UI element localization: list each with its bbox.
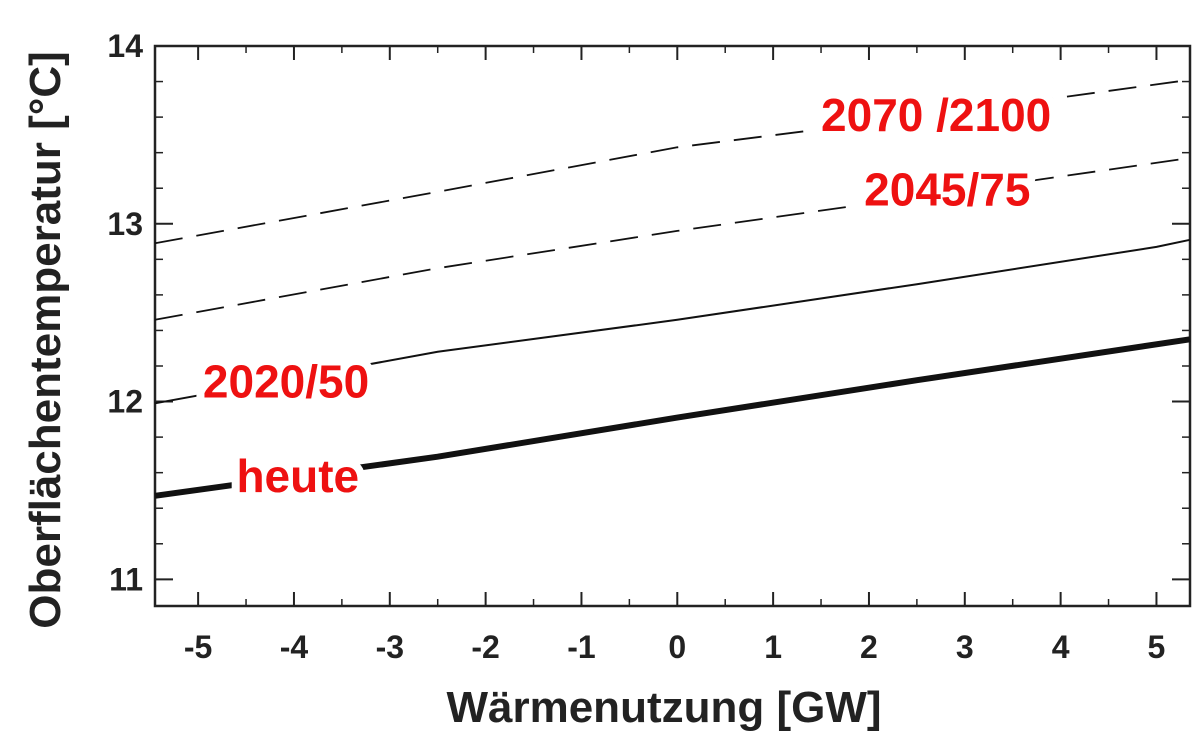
series-label: 2070 /2100	[821, 89, 1051, 141]
x-tick-label: -4	[280, 629, 309, 665]
y-tick-label: 11	[109, 561, 143, 597]
series-label: heute	[236, 450, 359, 502]
x-tick-label: -2	[471, 629, 499, 665]
series-line	[155, 158, 1190, 320]
series-label: 2020/50	[203, 356, 369, 408]
y-axis-title: Oberflächentemperatur [°C]	[21, 51, 70, 628]
x-tick-label: 1	[764, 629, 782, 665]
x-tick-label: 0	[668, 629, 686, 665]
x-axis-title: Wärmenutzung [GW]	[446, 683, 881, 732]
x-tick-label: -1	[567, 629, 595, 665]
x-tick-label: 2	[860, 629, 878, 665]
x-tick-label: 3	[956, 629, 974, 665]
x-tick-label: -3	[376, 629, 404, 665]
x-tick-label: 4	[1052, 629, 1070, 665]
y-tick-label: 12	[107, 384, 143, 420]
y-tick-label: 14	[107, 28, 143, 64]
x-tick-label: 5	[1148, 629, 1166, 665]
series-labels: heute 2020/50 2045/75 2070 /2100	[203, 89, 1051, 502]
series-label: 2045/75	[864, 164, 1030, 216]
series-lines	[155, 80, 1190, 496]
x-tick-label: -5	[184, 629, 212, 665]
y-tick-label: 13	[107, 206, 143, 242]
